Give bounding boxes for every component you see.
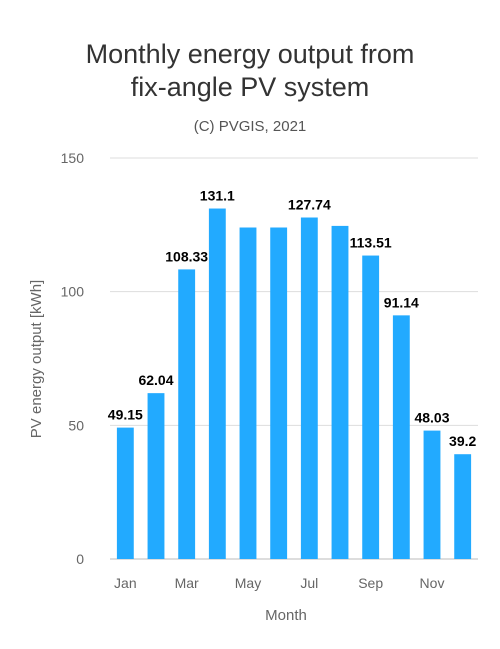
- data-label-dec: 39.2: [449, 433, 476, 449]
- bar-oct: [392, 315, 410, 559]
- bar-jun: [270, 227, 288, 560]
- gridlines: [110, 157, 478, 560]
- y-tick-label: 150: [61, 150, 85, 166]
- x-tick-label: Mar: [175, 575, 199, 591]
- y-tick-label: 100: [61, 284, 85, 300]
- x-tick-label: Nov: [420, 575, 445, 591]
- bar-mar: [178, 269, 196, 559]
- bars: [116, 208, 472, 560]
- bar-dec: [454, 454, 472, 559]
- chart-title-line-2: fix-angle PV system: [130, 72, 370, 102]
- bar-jan: [116, 427, 134, 559]
- y-axis-title: PV energy output [kWh]: [28, 280, 45, 438]
- data-label-jan: 49.15: [108, 407, 143, 423]
- data-label-feb: 62.04: [138, 372, 173, 388]
- bar-nov: [423, 430, 441, 559]
- data-labels: 49.15 62.04 108.33 131.1 127.74 113.51 91.14 48…: [108, 188, 477, 450]
- y-axis-ticks: 0 50 100 150: [61, 150, 85, 567]
- x-axis-ticks: Jan Mar May Jul Sep Nov: [114, 575, 444, 591]
- x-tick-label: May: [235, 575, 261, 591]
- chart-title-line-1: Monthly energy output from: [85, 39, 415, 69]
- data-label-jul: 127.74: [288, 197, 331, 213]
- data-label-oct: 91.14: [384, 294, 419, 310]
- y-tick-label: 50: [68, 417, 84, 433]
- bar-may: [239, 227, 257, 560]
- bar-apr: [208, 208, 226, 559]
- chart-subtitle: (C) PVGIS, 2021: [193, 118, 307, 135]
- x-axis-title: Month: [265, 607, 307, 624]
- bar-feb: [147, 393, 165, 559]
- data-label-apr: 131.1: [200, 188, 235, 204]
- bar-sep: [362, 255, 380, 559]
- x-tick-label: Jan: [114, 575, 137, 591]
- data-label-mar: 108.33: [165, 248, 208, 264]
- y-tick-label: 0: [76, 551, 84, 567]
- data-label-sep: 113.51: [350, 235, 392, 251]
- bar-aug: [331, 225, 349, 560]
- bar-jul: [300, 217, 318, 559]
- data-label-nov: 48.03: [414, 410, 449, 426]
- x-tick-label: Sep: [358, 575, 383, 591]
- x-tick-label: Jul: [300, 575, 318, 591]
